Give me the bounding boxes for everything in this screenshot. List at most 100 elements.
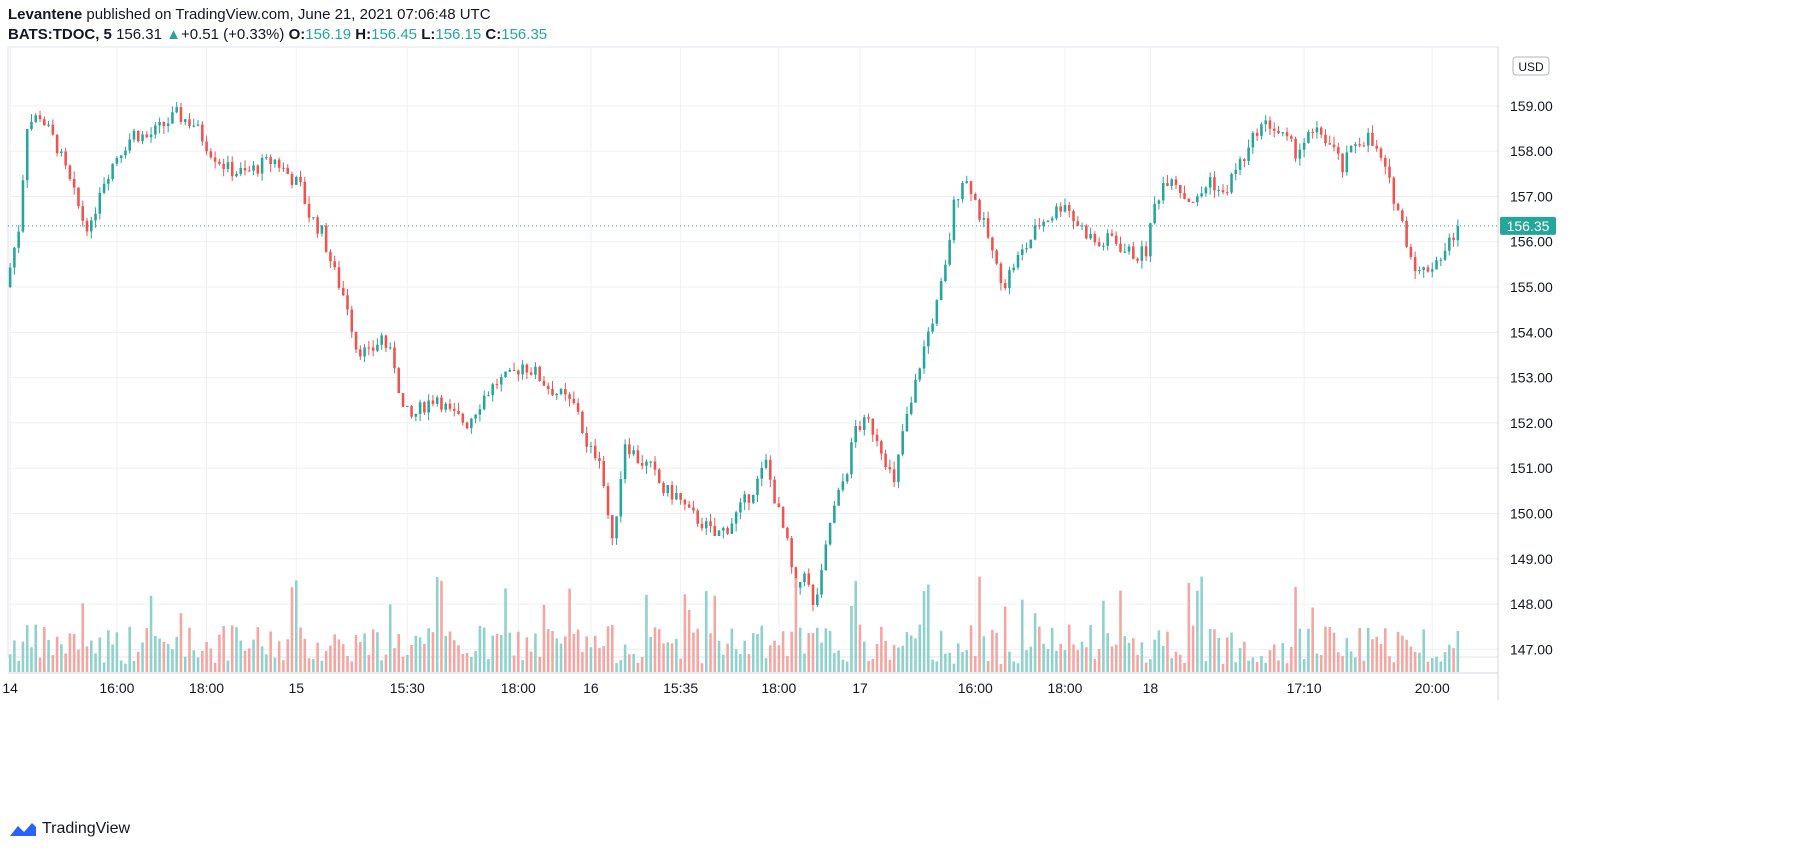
candle-body[interactable] [324, 225, 328, 252]
candle-body[interactable] [529, 372, 533, 375]
candle-body[interactable] [286, 167, 290, 175]
candle-body[interactable] [1102, 245, 1105, 247]
candle-body[interactable] [1371, 132, 1374, 146]
candle-body[interactable] [713, 526, 717, 536]
candle-body[interactable] [333, 261, 336, 268]
candle-body[interactable] [149, 134, 153, 138]
candle-body[interactable] [1140, 246, 1144, 261]
candle-body[interactable] [303, 181, 307, 205]
candle-body[interactable] [1426, 267, 1430, 272]
candle-body[interactable] [21, 180, 25, 232]
candle-body[interactable] [935, 300, 939, 324]
candle-body[interactable] [1144, 246, 1148, 257]
candle-body[interactable] [909, 402, 913, 414]
candle-body[interactable] [235, 173, 238, 177]
candle-body[interactable] [1413, 257, 1417, 272]
candle-body[interactable] [359, 349, 362, 357]
candle-body[interactable] [1307, 131, 1310, 143]
candle-body[interactable] [128, 139, 131, 151]
candle-body[interactable] [1187, 198, 1191, 202]
candle-body[interactable] [380, 335, 383, 345]
candle-body[interactable] [119, 155, 123, 158]
candle-body[interactable] [1033, 225, 1037, 240]
candle-body[interactable] [363, 347, 366, 357]
candle-body[interactable] [871, 418, 875, 435]
candle-body[interactable] [1362, 145, 1366, 147]
candle-body[interactable] [1277, 130, 1280, 134]
candle-body[interactable] [30, 121, 33, 130]
candle-body[interactable] [465, 422, 469, 429]
candle-body[interactable] [107, 179, 110, 184]
candle-body[interactable] [273, 159, 277, 165]
candle-body[interactable] [1055, 206, 1058, 219]
candle-body[interactable] [1230, 173, 1233, 193]
candle-body[interactable] [751, 494, 755, 503]
candle-body[interactable] [833, 505, 836, 523]
candle-body[interactable] [581, 411, 584, 433]
candle-body[interactable] [60, 151, 63, 154]
candle-body[interactable] [1012, 267, 1016, 271]
candle-body[interactable] [939, 281, 943, 301]
candle-body[interactable] [218, 161, 221, 164]
candle-body[interactable] [1324, 134, 1327, 144]
candle-body[interactable] [645, 461, 648, 466]
currency-badge[interactable] [1512, 56, 1550, 76]
candle-body[interactable] [568, 394, 571, 399]
candle-body[interactable] [888, 467, 892, 470]
candle-body[interactable] [1430, 269, 1434, 272]
candle-body[interactable] [329, 251, 332, 262]
candle-body[interactable] [1076, 221, 1080, 226]
candle-body[interactable] [709, 521, 712, 527]
candle-body[interactable] [226, 162, 230, 170]
candle-body[interactable] [132, 130, 136, 140]
candle-body[interactable] [534, 366, 537, 375]
candle-body[interactable] [452, 408, 456, 411]
candle-body[interactable] [478, 409, 482, 415]
candle-body[interactable] [290, 174, 294, 185]
candle-body[interactable] [512, 369, 516, 371]
candle-body[interactable] [457, 410, 460, 414]
candle-body[interactable] [1208, 177, 1212, 188]
candle-body[interactable] [209, 151, 213, 158]
candle-body[interactable] [256, 165, 260, 174]
candle-body[interactable] [1213, 177, 1216, 191]
candle-body[interactable] [1050, 218, 1054, 221]
candle-body[interactable] [1251, 132, 1255, 148]
candle-body[interactable] [598, 458, 601, 461]
candle-body[interactable] [34, 115, 38, 122]
candle-body[interactable] [1418, 269, 1421, 272]
candle-body[interactable] [171, 112, 174, 124]
candle-body[interactable] [640, 462, 644, 466]
candle-body[interactable] [653, 461, 657, 470]
candle-body[interactable] [982, 218, 986, 220]
candle-body[interactable] [341, 287, 345, 296]
candle-body[interactable] [1401, 210, 1404, 221]
candle-body[interactable] [1392, 177, 1396, 204]
candle-body[interactable] [632, 450, 635, 455]
candle-body[interactable] [393, 347, 396, 369]
candle-body[interactable] [1059, 206, 1062, 212]
candle-body[interactable] [995, 250, 998, 264]
candle-body[interactable] [858, 426, 862, 430]
candle-body[interactable] [1405, 220, 1408, 247]
candle-body[interactable] [427, 400, 430, 413]
candle-body[interactable] [1136, 258, 1139, 261]
candle-body[interactable] [1456, 225, 1460, 241]
candle-body[interactable] [730, 523, 734, 534]
candle-body[interactable] [1315, 127, 1319, 133]
candle-body[interactable] [162, 121, 166, 127]
candle-body[interactable] [1085, 225, 1088, 239]
candle-body[interactable] [1328, 143, 1332, 145]
candle-body[interactable] [166, 123, 170, 127]
candle-body[interactable] [837, 489, 840, 506]
candle-body[interactable] [13, 247, 16, 268]
candle-body[interactable] [487, 395, 490, 397]
candle-body[interactable] [205, 141, 208, 152]
candle-body[interactable] [824, 544, 828, 571]
candle-body[interactable] [230, 162, 234, 177]
candle-body[interactable] [1311, 131, 1314, 133]
candle-body[interactable] [384, 335, 388, 348]
candle-body[interactable] [1225, 192, 1229, 194]
candle-body[interactable] [850, 442, 853, 475]
candle-body[interactable] [1157, 200, 1161, 204]
